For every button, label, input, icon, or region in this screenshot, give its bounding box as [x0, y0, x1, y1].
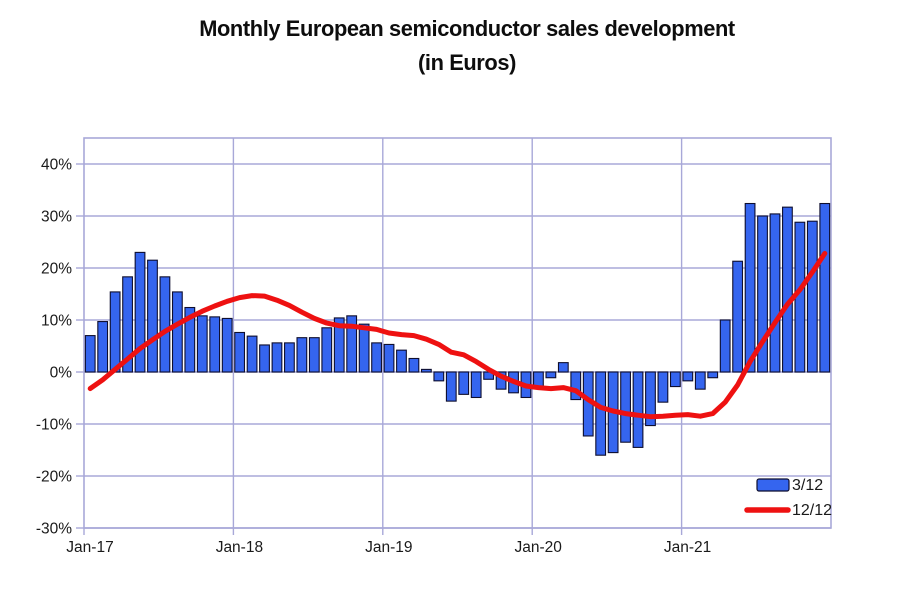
x-tick-label: Jan-18 — [216, 539, 263, 556]
y-tick-label: -10% — [36, 417, 72, 434]
chart-svg: 40% 30% 20% 10% 0% -10% -20% -30%Jan-17 Jan-18 Ja… — [36, 137, 832, 556]
bar-3-12 — [732, 260, 744, 373]
bar-3-12 — [557, 362, 569, 373]
bar-3-12 — [396, 349, 407, 373]
bar-3-12 — [719, 319, 731, 373]
bar-3-12 — [171, 291, 183, 373]
bar-3-12 — [632, 371, 644, 448]
bar-3-12 — [271, 342, 283, 373]
bar-3-12 — [769, 213, 781, 373]
bar-3-12 — [196, 315, 208, 373]
legend-bar-label: 3/12 — [792, 477, 823, 494]
chart-subtitle: (in Euros) — [418, 49, 516, 75]
bar-3-12 — [358, 323, 370, 373]
y-tick-label: 20% — [41, 261, 72, 278]
y-tick-label: 0% — [50, 365, 73, 382]
y-tick-label: -20% — [36, 469, 72, 486]
bar-3-12 — [744, 202, 756, 373]
bar-3-12 — [221, 317, 233, 373]
y-tick-label: -30% — [36, 521, 72, 538]
bar-3-12 — [657, 371, 669, 403]
bar-3-12 — [109, 291, 121, 373]
bar-3-12 — [234, 331, 246, 373]
bar-3-12 — [445, 371, 457, 402]
y-tick-label: 40% — [41, 157, 72, 174]
bar-3-12 — [707, 371, 719, 379]
bar-3-12 — [694, 371, 706, 390]
bar-3-12 — [134, 251, 146, 373]
chart-header: Monthly European semiconductor sales dev… — [0, 12, 916, 80]
bar-3-12 — [147, 259, 158, 373]
chart-title: Monthly European semiconductor sales dev… — [199, 16, 735, 41]
x-tick-label: Jan-19 — [365, 539, 412, 556]
bar-3-12 — [458, 371, 470, 395]
bar-3-12 — [333, 317, 345, 373]
bar-3-12 — [819, 202, 831, 373]
bar-3-12 — [645, 371, 656, 427]
bar-3-12 — [782, 206, 793, 373]
bar-3-12 — [246, 335, 258, 373]
x-tick-label: Jan-21 — [664, 539, 711, 556]
chart-plot-area: 40% 30% 20% 10% 0% -10% -20% -30% Jan-17 Jan-18 Ja… — [0, 118, 916, 605]
x-tick-label: Jan-17 — [66, 539, 113, 556]
plot-border — [83, 137, 832, 529]
bar-3-12 — [184, 306, 196, 373]
bar-3-12 — [470, 371, 482, 399]
bar-3-12 — [284, 342, 295, 373]
bar-3-12 — [259, 344, 270, 373]
bar-3-12 — [321, 327, 333, 373]
bar-3-12 — [420, 368, 432, 373]
bar-3-12 — [346, 315, 358, 373]
y-tick-label: 30% — [41, 209, 72, 226]
bar-3-12 — [159, 276, 171, 373]
bar-3-12 — [545, 371, 557, 379]
bar-3-12 — [620, 371, 631, 443]
bar-3-12 — [682, 371, 694, 382]
bar-3-12 — [209, 316, 221, 373]
bar-3-12 — [84, 335, 96, 373]
bar-3-12 — [308, 337, 320, 373]
bar-3-12 — [669, 371, 681, 388]
bar-3-12 — [408, 357, 420, 373]
legend-line-label: 12/12 — [792, 502, 832, 519]
bar-3-12 — [757, 215, 768, 373]
bar-3-12 — [806, 220, 818, 373]
line-12-12 — [87, 250, 828, 420]
bar-3-12 — [97, 321, 109, 373]
bar-3-12 — [371, 342, 382, 373]
bar-3-12 — [383, 343, 395, 373]
x-tick-label: Jan-20 — [514, 539, 562, 556]
bar-3-12 — [122, 276, 133, 373]
bar-3-12 — [296, 337, 308, 373]
bar-3-12 — [570, 371, 582, 401]
legend-bar-swatch — [756, 478, 790, 492]
bar-3-12 — [595, 371, 607, 456]
bar-3-12 — [433, 371, 445, 382]
y-tick-label: 10% — [41, 313, 72, 330]
